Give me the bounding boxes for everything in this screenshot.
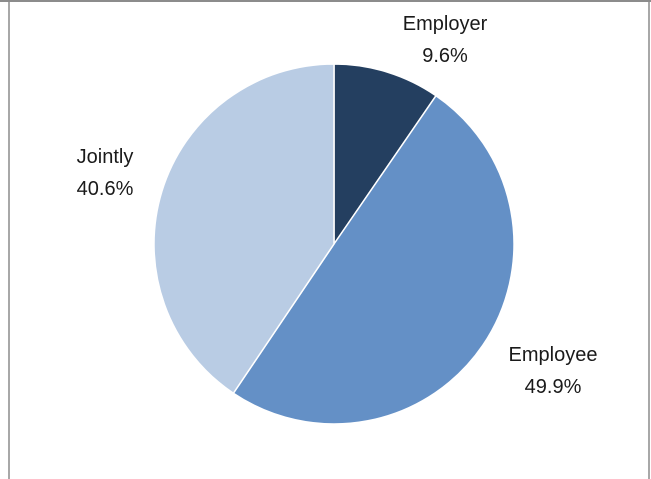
slice-label-percent: 40.6%: [77, 178, 134, 200]
slice-label-jointly: Jointly 40.6%: [77, 146, 134, 200]
slice-label-name: Jointly: [77, 146, 134, 168]
slice-label-percent: 49.9%: [525, 376, 582, 398]
slice-label-employee: Employee 49.9%: [509, 344, 598, 398]
pie-slice-jointly: [153, 63, 335, 395]
slice-label-name: Employer: [403, 13, 488, 35]
slice-label-name: Employee: [509, 344, 598, 366]
slice-label-employer: Employer 9.6%: [403, 13, 488, 67]
slice-label-percent: 9.6%: [422, 45, 468, 67]
pie-slice-employer: [333, 63, 438, 247]
pie-slice-employee: [232, 94, 515, 425]
